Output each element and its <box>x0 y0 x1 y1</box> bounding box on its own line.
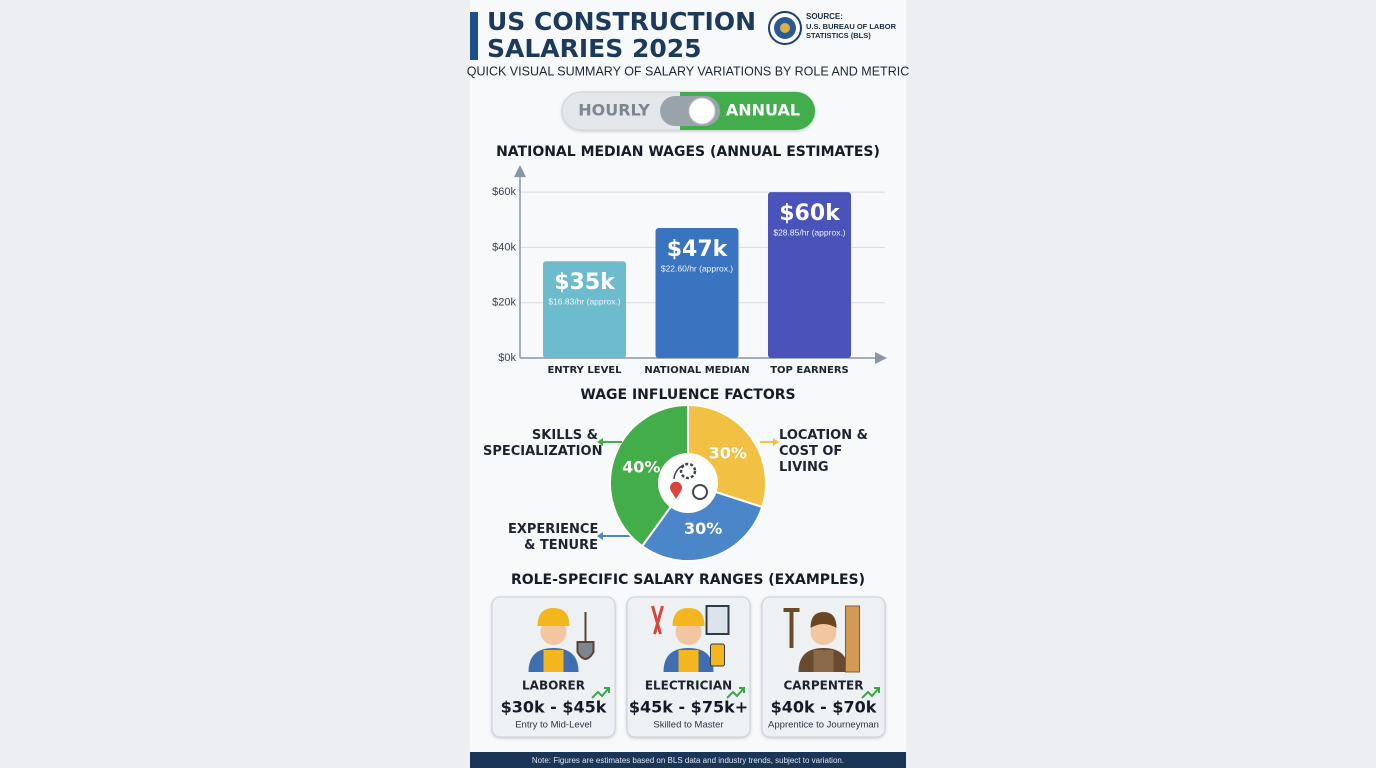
pie-chart-title: WAGE INFLUENCE FACTORS <box>580 387 795 403</box>
source-name: U.S. BUREAU OF LABOR STATISTICS (BLS) <box>806 22 896 40</box>
plank-icon <box>845 605 860 673</box>
pie-category-label: EXPERIENCE & TENURE <box>508 522 599 553</box>
title-accent <box>470 12 478 60</box>
x-tick-label: TOP EARNERS <box>770 365 849 376</box>
panel-icon <box>705 605 730 635</box>
worker-hat <box>537 608 570 626</box>
x-tick-label: ENTRY LEVEL <box>547 365 622 376</box>
y-tick-label: $60k <box>492 186 516 198</box>
worker-head <box>810 619 837 645</box>
pie-label-arrowhead <box>773 438 779 446</box>
pie-slice <box>640 481 764 562</box>
pie-value-label: 40% <box>622 457 660 476</box>
role-name: ELECTRICIAN <box>645 679 732 693</box>
bar <box>768 192 851 358</box>
worker-vest <box>678 650 699 672</box>
pie-label-arrowhead <box>597 438 603 446</box>
worker-vest <box>543 650 564 672</box>
source-label: SOURCE: <box>806 12 843 21</box>
pie-value-label: 30% <box>709 444 747 463</box>
bar-hourly-label: $16.83/hr (approx.) <box>548 296 620 306</box>
trend-arrow <box>726 687 745 699</box>
bar-value-label: $47k <box>667 237 729 262</box>
x-tick-label: NATIONAL MEDIAN <box>644 365 749 376</box>
hammer-icon <box>783 608 800 648</box>
shovel-icon <box>576 612 595 660</box>
worker-vest <box>813 650 834 672</box>
bar-hourly-label: $22.60/hr (approx.) <box>661 263 733 273</box>
role-name: LABORER <box>522 679 585 693</box>
bar-hourly-label: $28.85/hr (approx.) <box>773 227 845 237</box>
pin-icon <box>670 481 682 499</box>
subtitle: QUICK VISUAL SUMMARY OF SALARY VARIATION… <box>467 64 909 78</box>
title-line: US CONSTRUCTION <box>487 7 756 36</box>
y-tick-label: $20k <box>492 297 516 309</box>
worker-hat <box>672 608 705 626</box>
toggle <box>561 91 816 131</box>
trend-arrow <box>861 687 880 699</box>
role-level: Apprentice to Journeyman <box>768 720 879 731</box>
pliers-icon <box>651 605 664 635</box>
role-range: $40k - $70k <box>771 698 877 717</box>
pie <box>597 403 779 562</box>
bar-value-label: $35k <box>554 270 616 295</box>
footer-bar <box>470 752 906 768</box>
source-seal <box>768 11 802 45</box>
bar-value-label: $60k <box>779 201 841 226</box>
meter-icon <box>710 643 725 667</box>
footer-note: Note: Figures are estimates based on BLS… <box>532 756 844 765</box>
pie-slice <box>609 403 689 548</box>
pie-category-label: SKILLS & SPECIALIZATION <box>483 428 603 459</box>
y-tick-label: $0k <box>498 352 516 364</box>
source-wrap: U.S. BUREAU OF LABOR STATISTICS (BLS) <box>806 22 896 40</box>
pie-value-label: 30% <box>684 519 722 538</box>
role-range: $45k - $75k+ <box>629 698 748 717</box>
y-tick-label: $40k <box>492 241 516 253</box>
cycle-arrow <box>673 464 685 480</box>
pie-label-arrowhead <box>597 532 603 540</box>
gear-icon <box>679 462 697 480</box>
bar <box>543 261 626 358</box>
trend-arrow <box>591 687 610 699</box>
bar-chart-title: NATIONAL MEDIAN WAGES (ANNUAL ESTIMATES) <box>496 144 880 160</box>
bar <box>655 228 739 358</box>
roles-title: ROLE-SPECIFIC SALARY RANGES (EXAMPLES) <box>511 572 865 588</box>
role-level: Entry to Mid-Level <box>515 720 592 731</box>
title-line: SALARIES 2025 <box>487 34 702 63</box>
toggle-option[interactable]: HOURLY <box>578 101 650 120</box>
role-name: CARPENTER <box>784 679 864 693</box>
toggle-option[interactable]: ANNUAL <box>726 101 800 120</box>
pie-category-label: LOCATION & COST OF LIVING <box>779 428 868 475</box>
role-cards: LABORER $30k - $45k Entry to Mid-Level ELEC… <box>491 596 886 738</box>
clock-icon <box>692 484 708 500</box>
role-level: Skilled to Master <box>653 720 723 731</box>
worker-hair <box>810 612 837 628</box>
role-range: $30k - $45k <box>501 698 607 717</box>
